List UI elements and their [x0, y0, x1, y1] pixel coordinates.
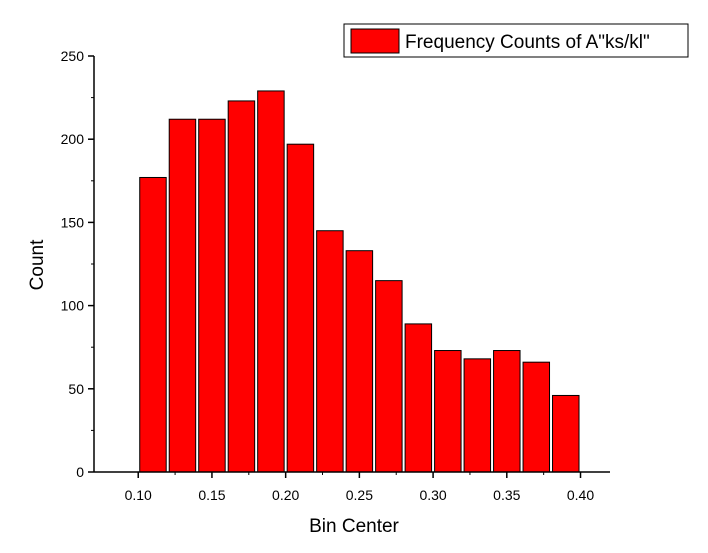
- ticks-group: 0 50 100 150 200 250 0.10 0.15 0.20 0.25 0.30 0.35 0…: [61, 48, 595, 503]
- x-tick-label-4: 0.30: [419, 487, 446, 503]
- y-tick-label-5: 250: [61, 48, 85, 64]
- bar-5: [286, 143, 315, 473]
- bar-13: [522, 361, 551, 473]
- y-tick-label-0: 0: [76, 464, 84, 480]
- y-axis-title: Count: [27, 239, 48, 290]
- x-tick-label-6: 0.40: [567, 487, 594, 503]
- bar-1: [168, 118, 197, 473]
- bar-0: [139, 176, 167, 473]
- y-tick-label-1: 50: [68, 381, 84, 397]
- x-tick-label-3: 0.25: [346, 487, 373, 503]
- bar-3: [227, 100, 256, 473]
- x-tick-label-5: 0.35: [493, 487, 520, 503]
- y-tick-label-3: 150: [61, 214, 85, 230]
- bar-8: [375, 280, 403, 473]
- x-tick-label-2: 0.20: [272, 487, 299, 503]
- y-tick-label-4: 200: [61, 131, 85, 147]
- x-tick-label-0: 0.10: [125, 487, 152, 503]
- legend: Frequency Counts of A"ks/kl": [343, 23, 689, 58]
- y-tick-label-2: 100: [61, 298, 85, 314]
- legend-label: Frequency Counts of A"ks/kl": [405, 32, 650, 53]
- bar-2: [198, 118, 226, 473]
- legend-swatch: [350, 28, 400, 54]
- bar-10: [434, 350, 462, 473]
- x-tick-label-1: 0.15: [198, 487, 225, 503]
- bar-14: [552, 394, 580, 473]
- bar-6: [316, 230, 344, 473]
- bar-12: [493, 350, 521, 473]
- legend-frame: [343, 23, 689, 58]
- bar-4: [257, 90, 285, 473]
- bars-group: [139, 90, 580, 473]
- bar-9: [404, 323, 433, 473]
- x-axis-title: Bin Center: [309, 516, 399, 537]
- bar-7: [345, 250, 374, 473]
- bar-11: [463, 358, 492, 473]
